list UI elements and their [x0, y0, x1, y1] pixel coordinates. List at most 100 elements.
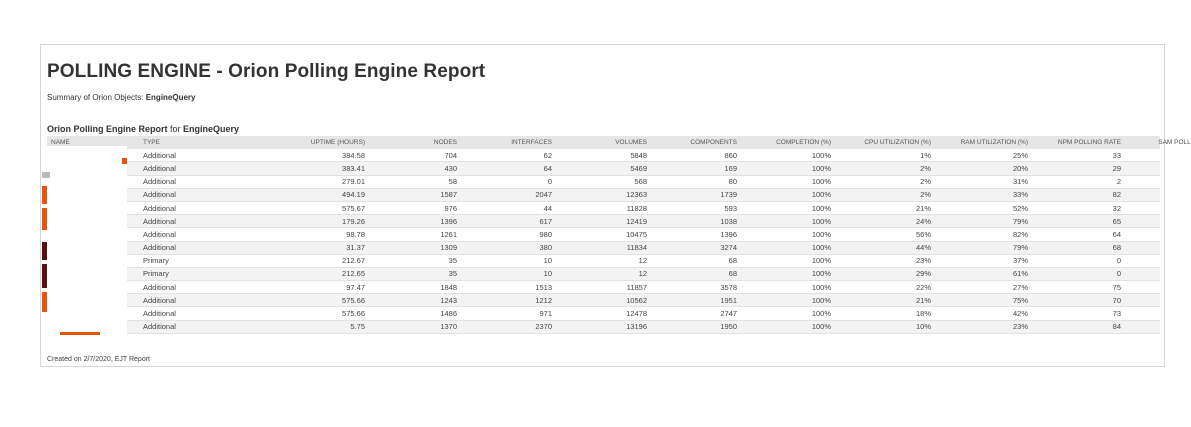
cell-uptime: 97.47: [346, 282, 365, 292]
table-row: Additional 97.47 1848 1513 11857 3578 100% 22% 2…: [47, 281, 1160, 295]
cell-volumes: 10562: [626, 295, 647, 305]
cell-nodes: 976: [444, 203, 457, 213]
cell-uptime: 98.78: [346, 229, 365, 239]
cell-uptime: 5.75: [350, 322, 365, 332]
cell-type: Additional: [143, 203, 176, 213]
cell-nodes: 704: [444, 150, 457, 160]
cell-interfaces: 10: [543, 256, 552, 266]
cell-completion: 100%: [811, 269, 831, 279]
cell-type: Additional: [143, 216, 176, 226]
cell-completion: 100%: [811, 216, 831, 226]
cell-interfaces: 2047: [535, 190, 552, 200]
redaction-gray-mark: [42, 172, 50, 178]
cell-uptime: 494.19: [342, 190, 365, 200]
cell-ram: 31%: [1012, 177, 1028, 187]
cell-volumes: 13196: [626, 322, 647, 332]
cell-uptime: 31.37: [346, 243, 365, 253]
cell-interfaces: 62: [543, 150, 552, 160]
cell-npm: 64: [1112, 229, 1121, 239]
cell-type: Primary: [143, 256, 169, 266]
cell-components: 1038: [720, 216, 737, 226]
cell-uptime: 179.26: [342, 216, 365, 226]
cell-sam: 1: [1125, 177, 1191, 186]
cell-nodes: 58: [448, 177, 457, 187]
cell-components: 3274: [720, 243, 737, 253]
cell-cpu: 2%: [920, 190, 931, 200]
cell-components: 3578: [720, 282, 737, 292]
cell-completion: 100%: [811, 150, 831, 160]
table-title-value: EngineQuery: [183, 124, 240, 134]
cell-components: 2747: [720, 309, 737, 319]
cell-cpu: 18%: [915, 309, 931, 319]
cell-cpu: 1%: [920, 150, 931, 160]
column-header-components: COMPONENTS: [690, 139, 737, 147]
cell-npm: 73: [1112, 309, 1121, 319]
cell-completion: 100%: [811, 163, 831, 173]
table-row: Additional 31.37 1309 380 11834 3274 100% 44% 79…: [47, 241, 1160, 255]
cell-components: 169: [724, 163, 737, 173]
report-footer: Created on 2/7/2020, EJT Report: [47, 356, 150, 363]
cell-sam: 14: [1125, 322, 1191, 331]
column-header-name: NAME: [51, 139, 70, 147]
redaction-orange-mark-2: [42, 208, 47, 230]
cell-volumes: 12363: [626, 190, 647, 200]
cell-cpu: 23%: [915, 256, 931, 266]
cell-cpu: 2%: [920, 177, 931, 187]
cell-sam: 11: [1125, 296, 1191, 305]
cell-npm: 0: [1116, 256, 1121, 266]
cell-cpu: 56%: [915, 229, 931, 239]
cell-components: 68: [728, 256, 737, 266]
cell-volumes: 10475: [626, 229, 647, 239]
cell-ram: 61%: [1012, 269, 1028, 279]
summary-line: Summary of Orion Objects: EngineQuery: [47, 93, 196, 102]
cell-completion: 100%: [811, 322, 831, 332]
table-row: Additional 575.66 1486 971 12478 2747 100% 18% 4…: [47, 307, 1160, 321]
cell-interfaces: 1212: [535, 295, 552, 305]
cell-volumes: 12419: [626, 216, 647, 226]
table-row: Additional 98.78 1261 980 10475 1396 100% 56% 82…: [47, 228, 1160, 242]
cell-volumes: 5848: [630, 150, 647, 160]
column-header-cpu: CPU UTILIZATION (%): [864, 139, 931, 147]
column-header-completion: COMPLETION (%): [776, 139, 831, 147]
cell-sam: 0: [1125, 256, 1191, 265]
cell-npm: 70: [1112, 295, 1121, 305]
cell-nodes: 1243: [440, 295, 457, 305]
redaction-dark-mark-1: [42, 242, 47, 260]
cell-completion: 100%: [811, 256, 831, 266]
column-header-ram: RAM UTILIZATION (%): [960, 139, 1028, 147]
cell-ram: 75%: [1012, 295, 1028, 305]
cell-cpu: 10%: [915, 322, 931, 332]
cell-volumes: 12478: [626, 309, 647, 319]
cell-components: 593: [724, 203, 737, 213]
table-row: Additional 179.26 1396 617 12419 1038 100% 24% 7…: [47, 215, 1160, 229]
table-row: Additional 5.75 1370 2370 13196 1950 100% 10% 23…: [47, 320, 1160, 334]
cell-type: Additional: [143, 177, 176, 187]
table-row: Additional 575.67 976 44 11828 593 100% 21% 52% 3…: [47, 202, 1160, 216]
cell-cpu: 44%: [915, 243, 931, 253]
cell-type: Additional: [143, 282, 176, 292]
cell-sam: 0: [1125, 269, 1191, 278]
cell-volumes: 12: [638, 256, 647, 266]
cell-ram: 25%: [1012, 150, 1028, 160]
redaction-dark-mark-2: [42, 264, 47, 288]
cell-ram: 79%: [1012, 216, 1028, 226]
cell-interfaces: 64: [543, 163, 552, 173]
cell-sam: 7: [1125, 190, 1191, 199]
cell-nodes: 1848: [440, 282, 457, 292]
table-title: Orion Polling Engine Report for EngineQu…: [47, 124, 239, 134]
cell-cpu: 21%: [915, 203, 931, 213]
cell-nodes: 1261: [440, 229, 457, 239]
cell-components: 1396: [720, 229, 737, 239]
cell-type: Additional: [143, 243, 176, 253]
table-title-for: for: [167, 124, 184, 134]
cell-ram: 33%: [1012, 190, 1028, 200]
cell-volumes: 11834: [626, 243, 647, 253]
cell-nodes: 35: [448, 256, 457, 266]
cell-volumes: 5469: [630, 163, 647, 173]
cell-nodes: 1486: [440, 309, 457, 319]
redaction-overlay: [42, 146, 127, 338]
column-header-volumes: VOLUMES: [615, 139, 647, 147]
table-header-row: NAME TYPE UPTIME (HOURS) NODES INTERFACES VOL…: [47, 136, 1191, 150]
